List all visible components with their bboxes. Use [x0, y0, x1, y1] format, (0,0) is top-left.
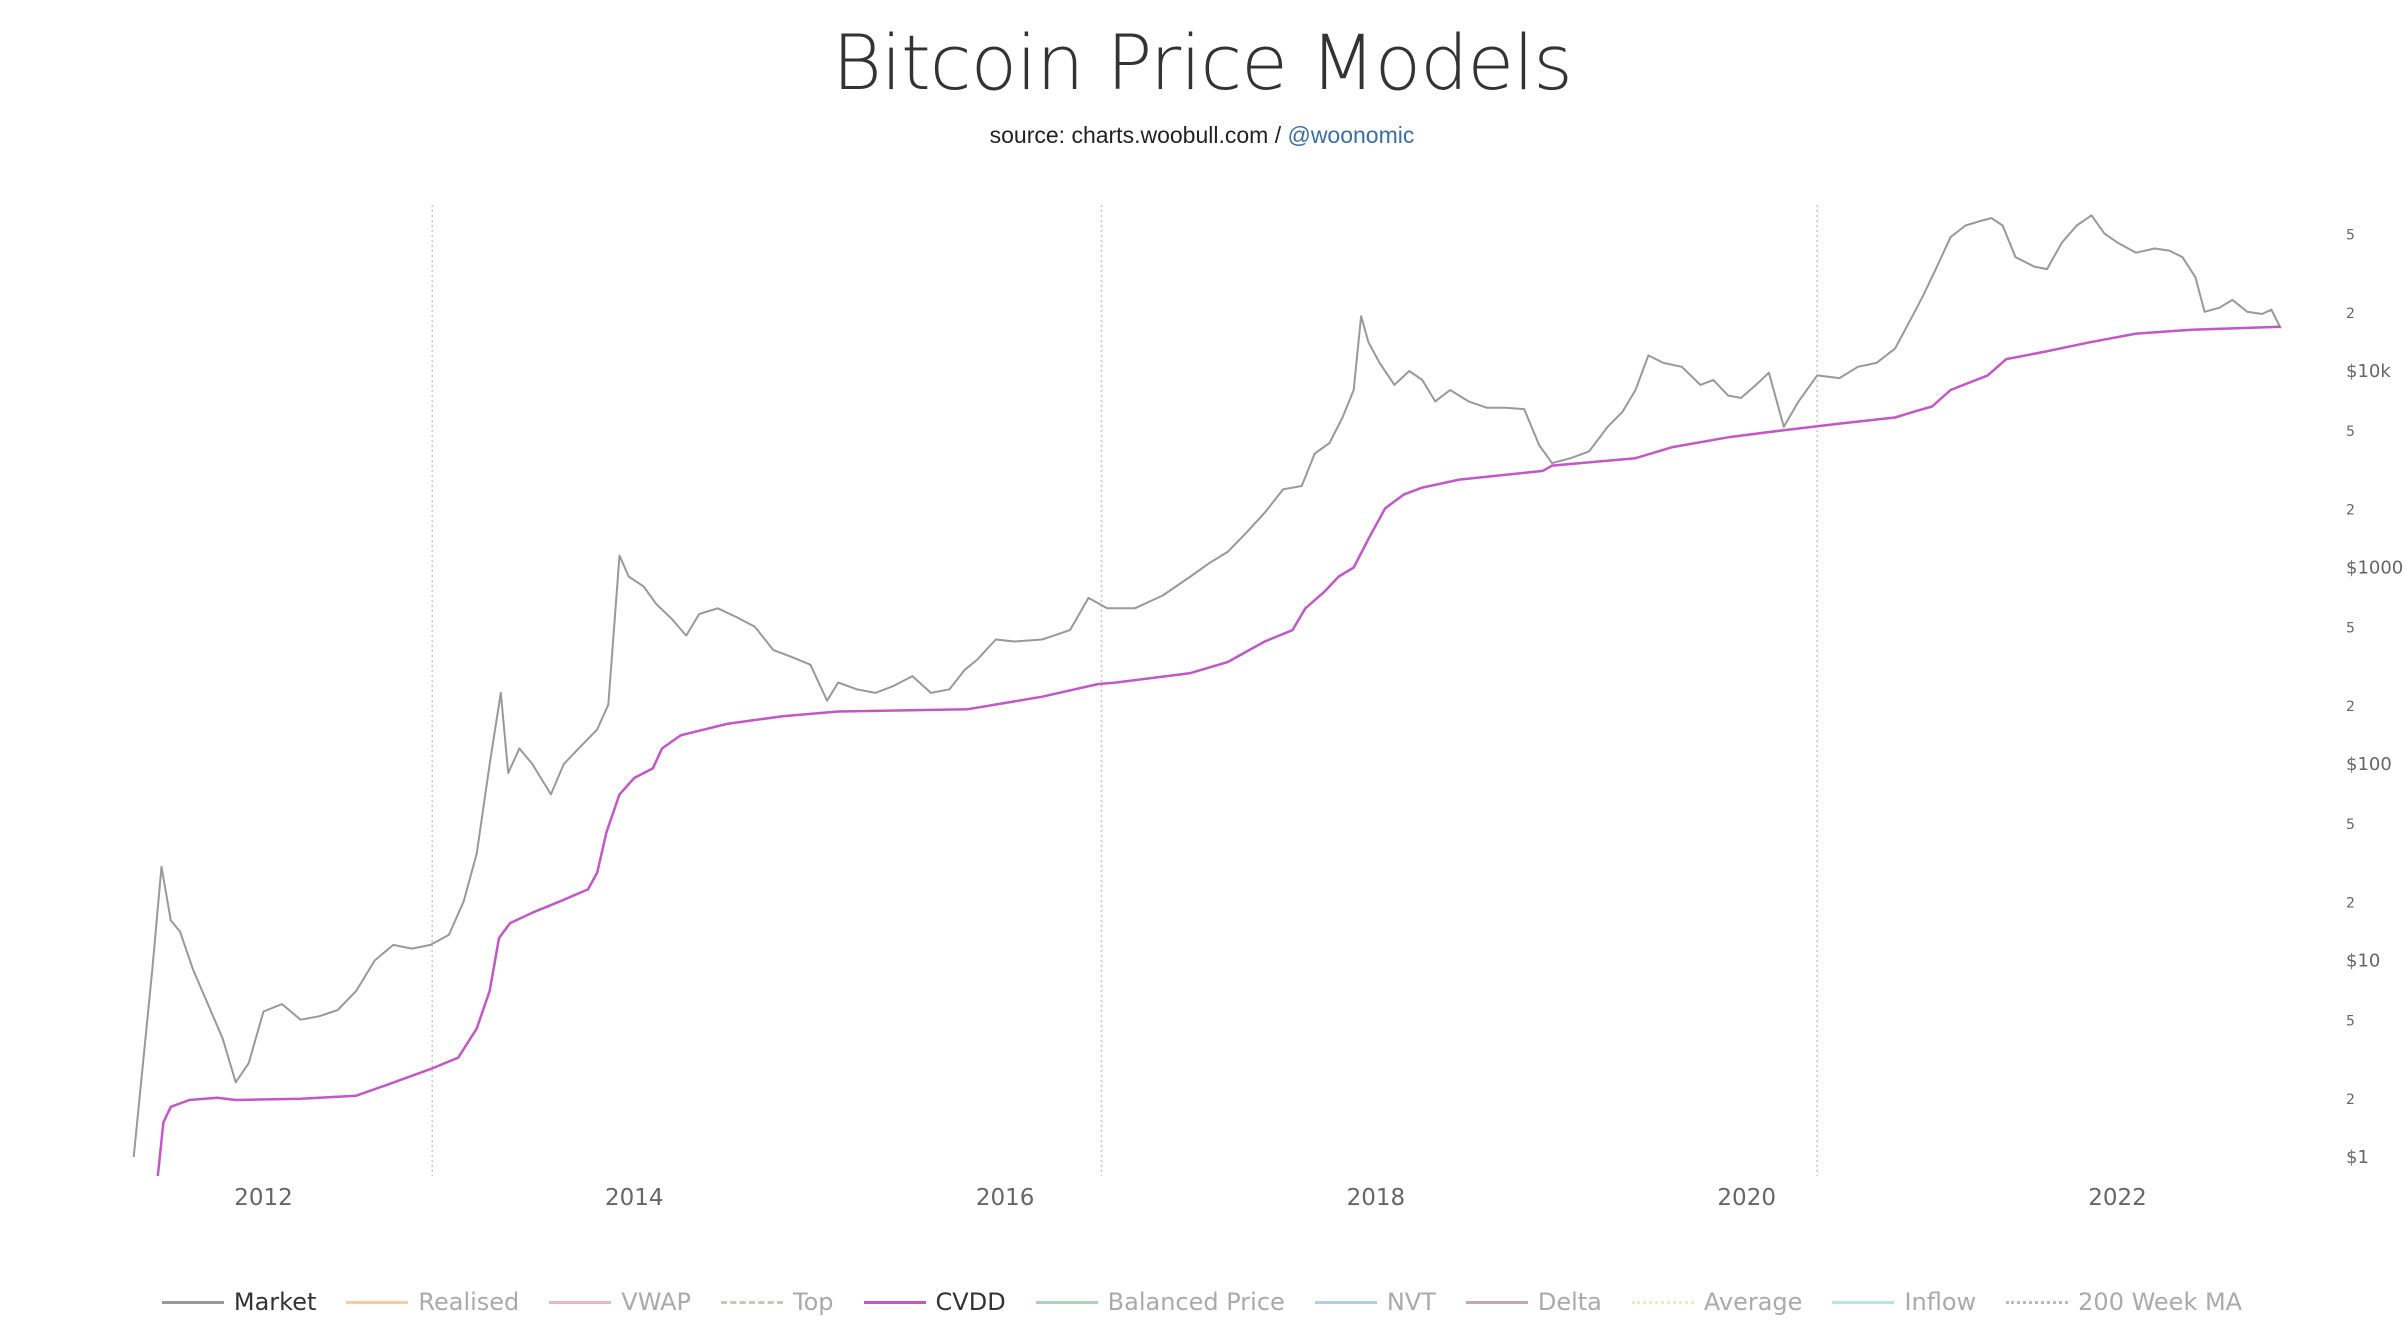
x-tick-label: 2022: [2088, 1185, 2147, 1211]
y-tick-label: 5: [2346, 228, 2355, 244]
legend-label: Top: [793, 1288, 834, 1316]
legend-label: NVT: [1386, 1288, 1436, 1316]
legend-swatch: [2006, 1300, 2069, 1304]
y-tick-label: 2: [2346, 502, 2355, 518]
y-tick-label: 2: [2346, 699, 2355, 715]
legend-swatch: [1465, 1300, 1528, 1304]
source-text: source: charts.woobull.com /: [989, 122, 1288, 148]
twitter-handle-link[interactable]: @woonomic: [1287, 122, 1415, 148]
y-tick-label: 5: [2346, 817, 2355, 833]
y-tick-label: 5: [2346, 1014, 2355, 1030]
y-tick-label: $10: [2346, 951, 2380, 972]
legend-swatch: [549, 1300, 612, 1304]
y-tick-label: 2: [2346, 306, 2355, 322]
chart-subtitle: source: charts.woobull.com / @woonomic: [0, 122, 2404, 149]
legend-label: Delta: [1537, 1288, 1602, 1316]
legend-item-top[interactable]: Top: [721, 1288, 834, 1316]
legend: Market Realised VWAP Top CVDD Balanced Price N…: [0, 1288, 2404, 1316]
legend-label: VWAP: [621, 1288, 692, 1316]
y-tick-label: 2: [2346, 1092, 2355, 1108]
y-tick-label: 5: [2346, 424, 2355, 440]
legend-item-cvdd[interactable]: CVDD: [863, 1288, 1006, 1316]
x-tick-label: 2012: [234, 1185, 293, 1211]
legend-item-delta[interactable]: Delta: [1465, 1288, 1602, 1316]
x-tick-label: 2016: [976, 1185, 1035, 1211]
legend-item-nvt[interactable]: NVT: [1314, 1288, 1436, 1316]
legend-label: Inflow: [1904, 1288, 1977, 1316]
legend-item-balanced-price[interactable]: Balanced Price: [1035, 1288, 1285, 1316]
y-tick-label: $1: [2346, 1147, 2369, 1168]
legend-item-200-week-ma[interactable]: 200 Week MA: [2006, 1288, 2242, 1316]
legend-swatch: [161, 1300, 224, 1304]
legend-swatch: [1631, 1300, 1694, 1304]
x-tick-label: 2018: [1347, 1185, 1406, 1211]
legend-swatch: [1035, 1300, 1098, 1304]
legend-swatch: [346, 1300, 409, 1304]
y-tick-label: $100: [2346, 754, 2392, 775]
legend-item-average[interactable]: Average: [1631, 1288, 1803, 1316]
legend-swatch: [1832, 1300, 1895, 1304]
legend-swatch: [863, 1300, 926, 1304]
legend-label: 200 Week MA: [2078, 1288, 2243, 1316]
legend-label: Average: [1703, 1288, 1803, 1316]
legend-swatch: [721, 1300, 784, 1304]
y-tick-label: 2: [2346, 895, 2355, 911]
x-tick-label: 2014: [605, 1185, 664, 1211]
legend-label: Balanced Price: [1107, 1288, 1285, 1316]
legend-item-inflow[interactable]: Inflow: [1832, 1288, 1976, 1316]
y-tick-label: 5: [2346, 621, 2355, 637]
series-line-market: [132, 214, 2282, 1158]
chart-title: Bitcoin Price Models: [832, 18, 1573, 107]
legend-label: Market: [233, 1288, 317, 1316]
legend-label: Realised: [418, 1288, 520, 1316]
x-tick-label: 2020: [1717, 1185, 1776, 1211]
legend-swatch: [1314, 1300, 1377, 1304]
series-line-cvdd: [156, 325, 2281, 1177]
legend-item-vwap[interactable]: VWAP: [549, 1288, 691, 1316]
y-tick-label: $1000: [2346, 558, 2403, 579]
y-tick-label: $10k: [2346, 361, 2391, 382]
legend-item-realised[interactable]: Realised: [346, 1288, 519, 1316]
legend-label: CVDD: [935, 1288, 1006, 1316]
legend-item-market[interactable]: Market: [161, 1288, 317, 1316]
